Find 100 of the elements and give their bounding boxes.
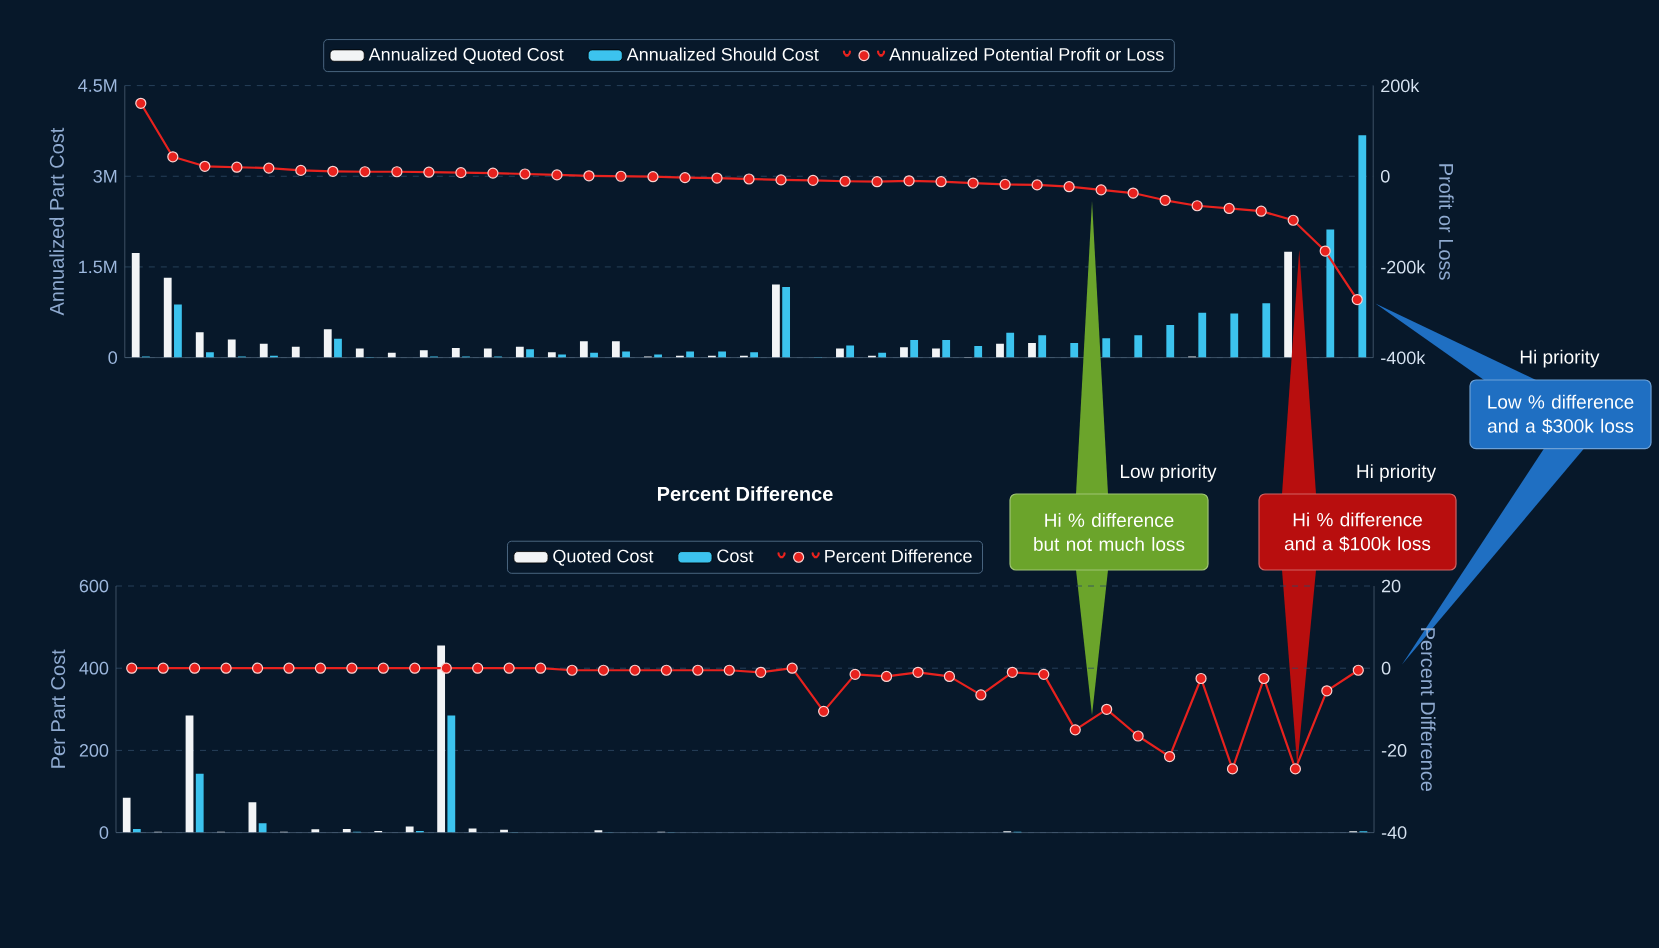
legend-label: Cost: [717, 549, 754, 563]
bar: [547, 352, 556, 358]
y2-tick-label: -20: [1381, 744, 1407, 757]
point: [775, 174, 787, 186]
bar: [750, 352, 758, 358]
bar: [1284, 251, 1292, 358]
point: [1038, 668, 1050, 680]
point: [135, 97, 147, 109]
point: [440, 662, 452, 674]
point: [999, 178, 1011, 191]
point: [1031, 179, 1043, 191]
text: Hi % difference but not much loss: [1034, 513, 1185, 551]
bar: [227, 339, 236, 358]
text: Hi priority: [1357, 464, 1437, 482]
point: [679, 172, 691, 184]
bar: [258, 823, 267, 833]
legend-label: Percent Difference: [825, 549, 972, 563]
y2-tick-label: 20: [1381, 579, 1401, 593]
point: [199, 160, 211, 172]
point: [1006, 666, 1018, 678]
bar: [291, 346, 300, 358]
point: [220, 662, 232, 674]
legend-label: Annualized Quoted Cost: [368, 47, 564, 64]
bar: [1070, 343, 1079, 358]
point: [1195, 672, 1207, 685]
point: [1351, 293, 1363, 306]
bar: [910, 340, 919, 358]
point: [1255, 205, 1267, 217]
y2-tick-label: 0: [1381, 661, 1391, 675]
point: [157, 662, 169, 674]
y2-tick-label: 0: [1380, 169, 1390, 183]
bar: [1262, 303, 1271, 358]
point: [1127, 187, 1139, 199]
bar: [932, 348, 940, 358]
y2-axis-title: Profit or Loss: [1439, 164, 1454, 280]
bar: [1006, 332, 1015, 358]
y-tick-label: 0: [108, 351, 118, 364]
point: [583, 170, 595, 182]
bar: [447, 715, 456, 833]
point: [1226, 763, 1239, 775]
point: [912, 666, 924, 678]
point: [327, 165, 339, 177]
point: [660, 664, 672, 676]
point: [1352, 664, 1364, 676]
point: [167, 151, 179, 163]
y2-axis-title: Percent Difference: [1420, 628, 1436, 792]
y-tick-label: 600: [79, 579, 109, 593]
y-tick-label: 1.5M: [79, 260, 117, 274]
bar: [122, 797, 131, 833]
point: [1223, 202, 1235, 215]
bar: [206, 352, 214, 358]
y2-tick-label: 200k: [1381, 78, 1420, 93]
point: [692, 664, 704, 676]
point: [1163, 750, 1176, 763]
bar: [1134, 335, 1143, 358]
point: [1101, 703, 1113, 715]
bar: [419, 350, 428, 358]
point: [871, 176, 883, 188]
point: [314, 662, 327, 674]
bar: [772, 284, 780, 358]
point: [1069, 724, 1081, 736]
bar: [900, 347, 908, 358]
point: [839, 175, 851, 187]
point: [1319, 245, 1331, 257]
point: [1258, 672, 1270, 685]
point: [283, 662, 295, 674]
bar: [996, 343, 1004, 358]
point: [189, 662, 201, 674]
bar: [163, 277, 172, 358]
point: [346, 662, 358, 674]
point: [743, 173, 755, 185]
text: Hi priority: [1520, 349, 1600, 368]
point: [975, 689, 987, 701]
bar: [526, 349, 534, 358]
bar: [1166, 324, 1175, 358]
point: [1287, 214, 1299, 226]
bar: [942, 340, 951, 358]
point: [423, 166, 435, 178]
bar: [195, 332, 204, 358]
point: [967, 177, 979, 189]
bar: [334, 338, 342, 358]
bar: [483, 348, 492, 358]
point: [503, 662, 515, 674]
bar: [437, 645, 446, 833]
point: [472, 662, 484, 674]
bar: [1358, 135, 1367, 358]
bar: [131, 253, 140, 358]
point: [1289, 763, 1301, 775]
point: [786, 662, 798, 674]
point: [377, 662, 389, 674]
y-tick-label: 200: [79, 744, 109, 757]
point: [359, 166, 371, 178]
bar: [405, 826, 414, 833]
point: [126, 662, 138, 674]
point: [711, 172, 723, 184]
bar: [1230, 313, 1239, 358]
y-tick-label: 3M: [93, 169, 117, 183]
point: [1132, 730, 1144, 742]
point: [755, 666, 767, 678]
legend-label: Annualized Potential Profit or Loss: [889, 47, 1164, 61]
